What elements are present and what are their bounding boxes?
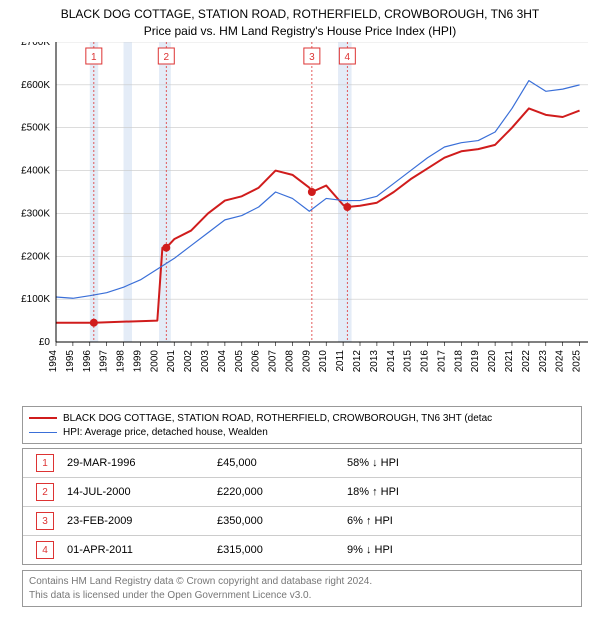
svg-text:£300K: £300K [21,208,50,219]
row-date: 14-JUL-2000 [67,486,217,498]
legend-swatch [29,417,57,419]
svg-text:2007: 2007 [268,350,279,373]
row-badge: 4 [36,541,54,559]
svg-text:2022: 2022 [521,350,532,373]
svg-text:2010: 2010 [318,350,329,373]
svg-text:4: 4 [345,52,351,63]
svg-text:£400K: £400K [21,166,50,177]
legend: BLACK DOG COTTAGE, STATION ROAD, ROTHERF… [22,406,582,444]
title-line1: BLACK DOG COTTAGE, STATION ROAD, ROTHERF… [0,6,600,23]
title-line2: Price paid vs. HM Land Registry's House … [0,23,600,40]
footer-line1: Contains HM Land Registry data © Crown c… [29,575,575,589]
svg-text:1996: 1996 [82,350,93,373]
row-badge: 3 [36,512,54,530]
row-hpi: 9% ↓ HPI [347,544,547,556]
legend-row: BLACK DOG COTTAGE, STATION ROAD, ROTHERF… [29,411,575,425]
svg-text:2016: 2016 [420,350,431,373]
svg-text:2012: 2012 [352,350,363,373]
row-hpi: 58% ↓ HPI [347,457,547,469]
table-row: 1 29-MAR-1996£45,00058% ↓ HPI [23,449,581,478]
svg-text:2009: 2009 [301,350,312,373]
svg-text:2023: 2023 [538,350,549,373]
svg-text:2011: 2011 [335,350,346,372]
table-row: 2 14-JUL-2000£220,00018% ↑ HPI [23,478,581,507]
row-hpi: 18% ↑ HPI [347,486,547,498]
row-badge-cell: 4 [23,541,67,559]
svg-text:2005: 2005 [234,350,245,373]
svg-text:2021: 2021 [504,350,515,373]
legend-swatch [29,432,57,433]
svg-text:1997: 1997 [99,350,110,373]
chart-container: BLACK DOG COTTAGE, STATION ROAD, ROTHERF… [0,0,600,620]
svg-text:2017: 2017 [436,350,447,373]
row-badge: 2 [36,483,54,501]
row-badge-cell: 1 [23,454,67,472]
row-date: 23-FEB-2009 [67,515,217,527]
svg-text:1994: 1994 [48,350,59,373]
svg-text:2004: 2004 [217,350,228,373]
row-date: 29-MAR-1996 [67,457,217,469]
svg-text:2019: 2019 [470,350,481,373]
svg-text:£100K: £100K [21,294,50,305]
svg-text:2024: 2024 [555,350,566,373]
row-date: 01-APR-2011 [67,544,217,556]
footer-line2: This data is licensed under the Open Gov… [29,589,575,603]
row-price: £315,000 [217,544,347,556]
svg-text:2014: 2014 [386,350,397,373]
svg-text:1999: 1999 [132,350,143,373]
row-price: £220,000 [217,486,347,498]
svg-text:3: 3 [309,52,315,63]
chart-area: £0 £100K £200K £300K £400K £500K £600K £700K 199… [6,42,594,402]
legend-label: BLACK DOG COTTAGE, STATION ROAD, ROTHERF… [63,413,492,424]
svg-text:2000: 2000 [149,350,160,373]
svg-text:1998: 1998 [116,350,127,373]
svg-text:£600K: £600K [21,80,50,91]
legend-row: HPI: Average price, detached house, Weal… [29,425,575,439]
svg-text:2025: 2025 [572,350,583,373]
svg-text:2002: 2002 [183,350,194,373]
svg-text:1: 1 [91,52,97,63]
chart-svg: £0 £100K £200K £300K £400K £500K £600K £700K 199… [6,42,594,402]
svg-text:2020: 2020 [487,350,498,373]
svg-text:2001: 2001 [166,350,177,373]
svg-text:2006: 2006 [251,350,262,373]
row-hpi: 6% ↑ HPI [347,515,547,527]
legend-label: HPI: Average price, detached house, Weal… [63,427,268,438]
svg-text:£0: £0 [39,337,51,348]
svg-text:1995: 1995 [65,350,76,373]
svg-text:2013: 2013 [369,350,380,373]
row-price: £45,000 [217,457,347,469]
svg-text:£700K: £700K [21,42,50,48]
chart-title: BLACK DOG COTTAGE, STATION ROAD, ROTHERF… [0,0,600,40]
row-badge-cell: 2 [23,483,67,501]
svg-text:2008: 2008 [284,350,295,373]
svg-text:£200K: £200K [21,251,50,262]
row-price: £350,000 [217,515,347,527]
footer-attribution: Contains HM Land Registry data © Crown c… [22,570,582,607]
svg-text:2003: 2003 [200,350,211,373]
sales-table: 1 29-MAR-1996£45,00058% ↓ HPI 2 14-JUL-2000… [22,448,582,565]
svg-text:2: 2 [164,52,170,63]
svg-text:£500K: £500K [21,123,50,134]
table-row: 4 01-APR-2011£315,0009% ↓ HPI [23,536,581,564]
row-badge-cell: 3 [23,512,67,530]
svg-text:2015: 2015 [403,350,414,373]
row-badge: 1 [36,454,54,472]
svg-text:2018: 2018 [453,350,464,373]
table-row: 3 23-FEB-2009£350,0006% ↑ HPI [23,507,581,536]
